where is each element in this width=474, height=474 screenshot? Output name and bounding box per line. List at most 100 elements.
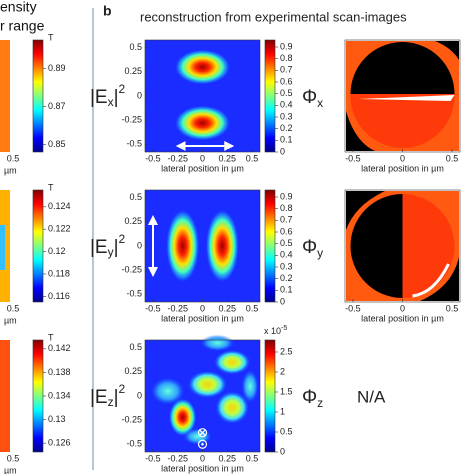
x-tick-label: 0.5 xyxy=(7,153,20,163)
x-tick-label: -0.25 xyxy=(167,453,188,463)
x-tick-label: 0.25 xyxy=(219,453,237,463)
label-part: | xyxy=(114,387,119,408)
phase-region xyxy=(405,202,450,290)
intensity-spot xyxy=(205,209,239,283)
colorbar-tick-label: 0.9 xyxy=(280,191,293,201)
intensity-spot xyxy=(188,370,227,398)
x-tick-label: 0 xyxy=(200,303,205,313)
phase-x-tick-label: 0 xyxy=(400,153,405,163)
colorbar-tick-label: 0.8 xyxy=(280,53,293,63)
intensity-spot xyxy=(166,209,200,283)
label-part: |E xyxy=(90,387,108,408)
colorbar-tick-label: 0.8 xyxy=(280,203,293,213)
colorbar-tick-label: 0.2 xyxy=(280,273,293,283)
label-part: 2 xyxy=(119,82,126,96)
colorbar-tick-label: 0.3 xyxy=(280,261,293,271)
polarization-into xyxy=(197,428,208,438)
label-part: | xyxy=(114,87,119,108)
label-part: z xyxy=(317,396,323,410)
x-axis-label: lateral position in µm xyxy=(161,163,244,173)
colorbar-tick-label: 0.142 xyxy=(48,343,71,353)
colorbar-tick-label: 0.2 xyxy=(280,123,293,133)
y-tick-label: 0 xyxy=(137,390,142,400)
label-part: x 10 xyxy=(264,326,281,336)
panel-title: ensity xyxy=(0,0,37,15)
colorbar-unit: T xyxy=(48,182,54,192)
x-tick-label: -0.5 xyxy=(145,303,161,313)
x-tick-label: 0.25 xyxy=(219,153,237,163)
colorbar-tick-label: 0.126 xyxy=(48,438,71,448)
y-tick-label: -0.25 xyxy=(121,115,142,125)
colorbar-tick-label: 0.12 xyxy=(48,246,66,256)
intensity-spot xyxy=(214,350,251,375)
label-part: | xyxy=(114,237,119,258)
label-part: |E xyxy=(90,87,108,108)
intensity-spot xyxy=(200,334,235,352)
panel-title: r range xyxy=(0,18,45,34)
colorbar xyxy=(264,189,276,303)
colorbar-tick-label: 0.6 xyxy=(280,226,293,236)
label-part: Φ xyxy=(302,87,317,108)
intensity-spot xyxy=(174,105,231,141)
heatmap-crop xyxy=(0,340,10,452)
polarization-into-cross xyxy=(199,429,206,436)
colorbar xyxy=(32,339,44,453)
colorbar-tick-label: 1 xyxy=(280,406,285,416)
x-axis-label: µm xyxy=(4,165,17,175)
colorbar-unit: T xyxy=(48,32,54,42)
field-label: |Ez|2 xyxy=(90,382,126,409)
label-part: Φ xyxy=(302,237,317,258)
label-part: Φ xyxy=(302,387,317,408)
heatmap xyxy=(145,334,260,452)
colorbar-tick-label: 0.85 xyxy=(48,139,66,149)
x-tick-label: -0.5 xyxy=(145,153,161,163)
label-part: x xyxy=(108,95,114,109)
phase-label: Φy xyxy=(302,237,323,260)
y-tick-label: 0.5 xyxy=(129,42,142,52)
colorbar xyxy=(32,39,44,153)
phase-x-tick-label: 0 xyxy=(400,303,405,313)
x-tick-label: 0.5 xyxy=(246,153,259,163)
x-axis-label: µm xyxy=(4,465,17,474)
label-part: |E xyxy=(90,237,108,258)
field-label: |Ex|2 xyxy=(90,82,126,109)
phase-region xyxy=(412,263,450,298)
colorbar-tick-label: 0.5 xyxy=(280,238,293,248)
y-tick-label: 0.25 xyxy=(124,216,142,226)
colorbar-tick-label: 0 xyxy=(280,446,285,456)
colorbar-tick-label: 0 xyxy=(280,146,285,156)
colorbar-tick-label: 2 xyxy=(280,366,285,376)
y-tick-label: -0.5 xyxy=(126,139,142,149)
phase-region xyxy=(346,191,385,230)
phase-x-axis-label: lateral position in µm xyxy=(361,313,444,323)
y-tick-label: 0.25 xyxy=(124,66,142,76)
colorbar xyxy=(264,339,276,453)
label-part: 2 xyxy=(119,232,126,246)
phase-label: Φz xyxy=(302,387,323,410)
x-tick-label: -0.25 xyxy=(167,153,188,163)
label-part: z xyxy=(108,395,114,409)
colorbar-tick-label: 0 xyxy=(280,296,285,306)
colorbar-tick-label: 0.138 xyxy=(48,367,71,377)
colorbar-tick-label: 1.5 xyxy=(280,386,293,396)
x-axis-label: lateral position in µm xyxy=(161,313,244,323)
x-axis-label: lateral position in µm xyxy=(161,463,244,473)
heatmap xyxy=(145,190,260,302)
intensity-spot xyxy=(215,391,249,424)
phase-region xyxy=(350,42,455,94)
x-tick-label: 0 xyxy=(200,453,205,463)
polarization-out xyxy=(197,439,208,449)
colorbar-tick-label: 0.7 xyxy=(280,65,293,75)
y-tick-label: 0.25 xyxy=(124,366,142,376)
phase-x-tick-label: -0.5 xyxy=(345,303,361,313)
colorbar-tick-label: 0.87 xyxy=(48,101,66,111)
phase-na: N/A xyxy=(357,387,386,406)
colorbar-tick-label: 0.124 xyxy=(48,201,71,211)
x-tick-label: 0 xyxy=(200,153,205,163)
colorbar xyxy=(32,189,44,303)
phase-x-tick-label: 0.5 xyxy=(446,303,459,313)
x-tick-label: 0.5 xyxy=(246,303,259,313)
colorbar-tick-label: 0.4 xyxy=(280,250,293,260)
x-tick-label: 0.5 xyxy=(7,453,20,463)
